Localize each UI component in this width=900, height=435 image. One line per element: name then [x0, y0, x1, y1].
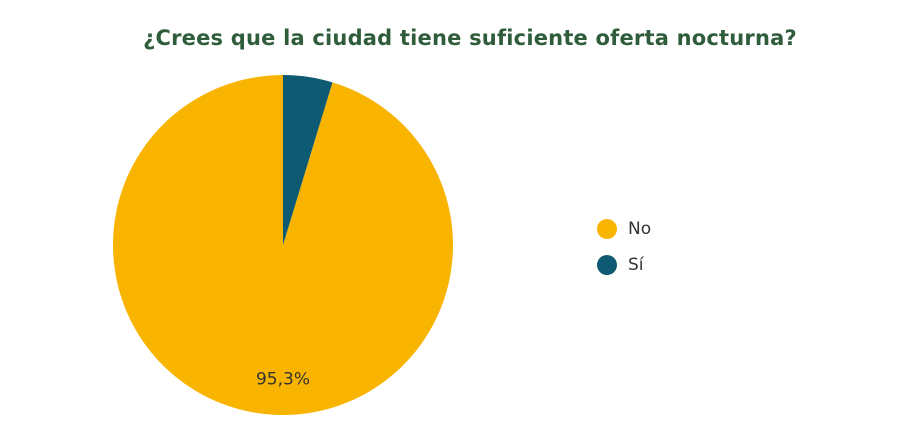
chart-title: ¿Crees que la ciudad tiene suficiente of… — [143, 26, 797, 50]
legend-swatch-si — [597, 255, 617, 275]
pie-slice-si[interactable] — [283, 75, 333, 245]
legend-label-si: Sí — [628, 255, 644, 275]
pie-labels: 95,3% — [256, 369, 310, 389]
pie-slices — [113, 75, 454, 415]
data-label-no: 95,3% — [256, 369, 310, 389]
legend-label-no: No — [628, 219, 652, 239]
legend: No Sí — [597, 217, 651, 289]
pie-slice-no[interactable] — [113, 75, 454, 415]
legend-swatch-no — [597, 219, 617, 239]
legend-item-no[interactable]: No — [597, 217, 651, 241]
legend-item-si[interactable]: Sí — [597, 253, 651, 277]
